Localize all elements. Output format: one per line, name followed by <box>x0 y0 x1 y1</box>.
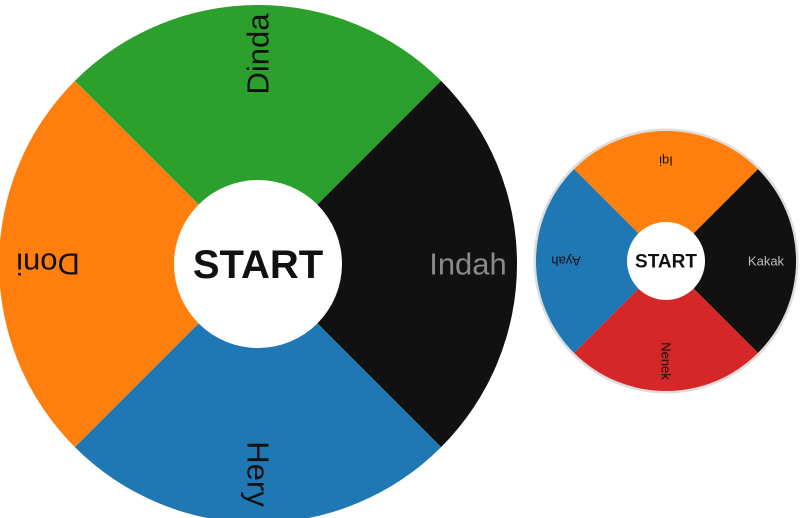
start-label-small: START <box>635 252 697 273</box>
wheel-small-segment-nenek <box>574 261 758 391</box>
wheel-large-label-doni: Doni <box>16 247 80 282</box>
wheel-small-labels: Iqi Kakak Nenek Ayah <box>551 154 784 381</box>
wheel-large-labels: Dinda Indah Hery Doni <box>16 13 507 507</box>
wheel-large-segment-doni <box>0 80 258 448</box>
wheel-large[interactable]: Dinda Indah Hery Doni START <box>0 5 517 518</box>
start-button-large[interactable]: START <box>174 180 342 348</box>
start-circle-small <box>627 222 705 300</box>
wheel-large-label-dinda: Dinda <box>241 13 276 95</box>
wheel-small-label-ayah: Ayah <box>551 254 580 269</box>
wheel-small-label-nenek: Nenek <box>659 342 674 380</box>
wheel-large-segment-dinda <box>74 5 442 265</box>
wheel-large-segments <box>0 5 517 518</box>
wheel-small-label-kakak: Kakak <box>748 254 785 269</box>
wheel-small-segment-ayah <box>535 169 666 353</box>
wheel-small-segment-iqi <box>574 130 758 261</box>
wheel-large-segment-hery <box>74 264 442 518</box>
wheel-large-label-indah: Indah <box>429 247 507 282</box>
start-circle-large <box>174 180 342 348</box>
wheel-large-label-hery: Hery <box>241 441 276 507</box>
wheel-small-label-iqi: Iqi <box>659 154 673 169</box>
start-button-small[interactable]: START <box>627 222 705 300</box>
wheel-large-segment-indah <box>258 80 517 448</box>
wheel-small-segments <box>535 130 797 391</box>
wheel-small-segment-kakak <box>666 169 797 353</box>
wheel-small[interactable]: Iqi Kakak Nenek Ayah START <box>533 128 799 394</box>
wheel-small-rim <box>533 128 799 394</box>
start-label-large: START <box>193 243 323 287</box>
